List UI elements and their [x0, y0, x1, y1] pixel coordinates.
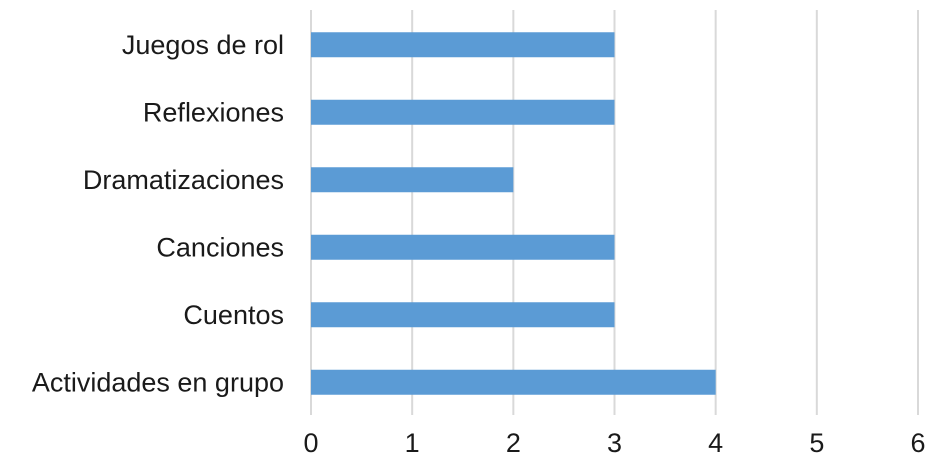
- bars: [311, 32, 716, 395]
- bar: [311, 302, 615, 328]
- x-tick-label: 4: [708, 428, 723, 458]
- category-labels: Juegos de rol Reflexiones Dramatizaciones C…: [32, 30, 284, 398]
- x-tick-labels: 0 1 2 3 4 5 6: [303, 428, 925, 458]
- x-tick-label: 1: [405, 428, 420, 458]
- category-label: Canciones: [156, 232, 284, 262]
- category-label: Cuentos: [183, 300, 284, 330]
- bar: [311, 99, 615, 125]
- bar: [311, 167, 514, 193]
- category-label: Reflexiones: [143, 97, 284, 127]
- x-tick-label: 6: [910, 428, 925, 458]
- category-label: Dramatizaciones: [83, 165, 284, 195]
- x-tick-label: 3: [607, 428, 622, 458]
- bar: [311, 234, 615, 260]
- gridlines: [310, 10, 919, 415]
- bar: [311, 369, 716, 395]
- category-label: Actividades en grupo: [32, 367, 284, 397]
- x-tick-label: 5: [809, 428, 824, 458]
- bar: [311, 32, 615, 58]
- category-label: Juegos de rol: [122, 30, 284, 60]
- x-tick-label: 2: [506, 428, 521, 458]
- x-tick-label: 0: [303, 428, 318, 458]
